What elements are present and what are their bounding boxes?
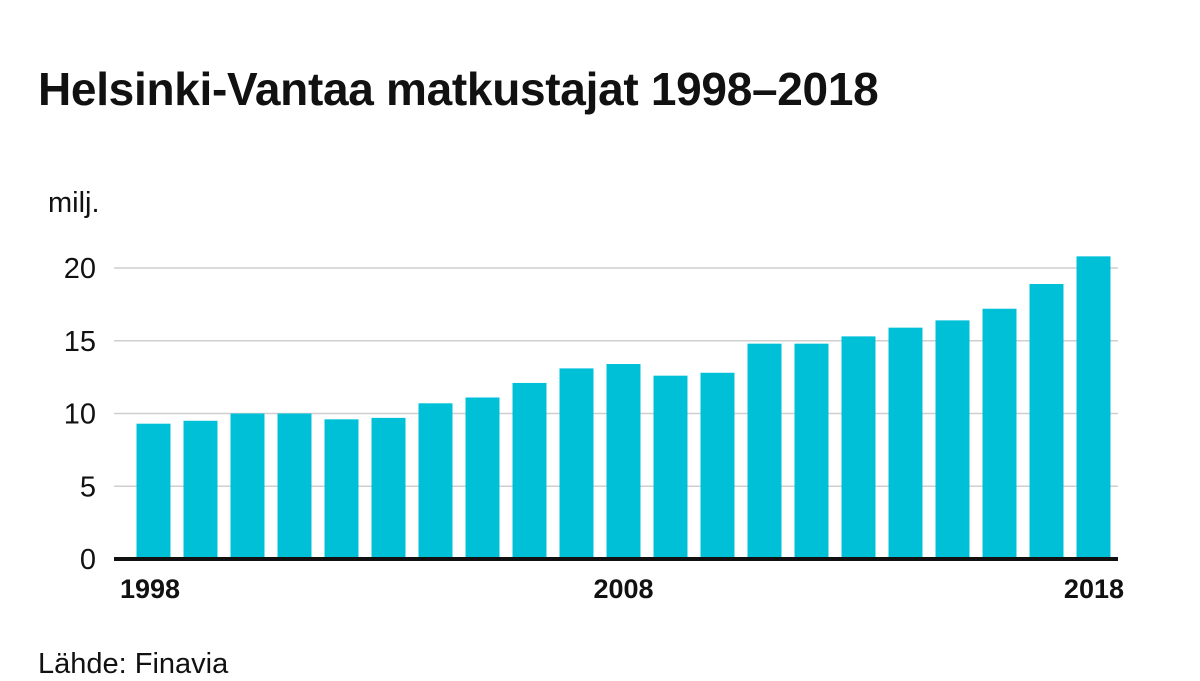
bar-2018 xyxy=(1076,256,1111,559)
y-axis-unit-label: milj. xyxy=(48,187,100,219)
bar-2014 xyxy=(888,327,923,559)
source-note: Lähde: Finavia xyxy=(38,648,229,680)
x-tick-label: 1998 xyxy=(120,574,180,604)
bar-2011 xyxy=(747,343,782,559)
x-tick-label: 2018 xyxy=(1064,574,1124,604)
bar-2007 xyxy=(559,368,594,559)
bar-1999 xyxy=(183,420,218,559)
bar-chart: milj. 0 5 10 15 20 1998 2008 2018 xyxy=(48,187,1124,604)
bar-2004 xyxy=(418,403,453,559)
y-tick-label: 10 xyxy=(64,399,96,431)
y-tick-label: 15 xyxy=(64,326,96,358)
x-tick-labels: 1998 2008 2018 xyxy=(120,574,1124,604)
bar-1998 xyxy=(136,423,171,559)
bar-2001 xyxy=(277,413,312,559)
y-tick-label: 5 xyxy=(80,471,96,503)
bars xyxy=(136,256,1111,559)
bar-2008 xyxy=(606,364,641,559)
bar-2009 xyxy=(653,375,688,559)
chart-title: Helsinki-Vantaa matkustajat 1998–2018 xyxy=(38,63,879,115)
bar-2016 xyxy=(982,308,1017,559)
bar-2013 xyxy=(841,336,876,559)
bar-2003 xyxy=(371,417,406,559)
y-tick-labels: 0 5 10 15 20 xyxy=(64,253,96,576)
y-tick-label: 20 xyxy=(64,253,96,285)
bar-2002 xyxy=(324,419,359,559)
bar-2006 xyxy=(512,382,547,559)
bar-2017 xyxy=(1029,284,1064,559)
bar-2015 xyxy=(935,320,970,559)
bar-2000 xyxy=(230,413,265,559)
bar-2010 xyxy=(700,372,735,559)
bar-2005 xyxy=(465,397,500,559)
bar-2012 xyxy=(794,343,829,559)
x-tick-label: 2008 xyxy=(593,574,653,604)
y-tick-label: 0 xyxy=(80,544,96,576)
